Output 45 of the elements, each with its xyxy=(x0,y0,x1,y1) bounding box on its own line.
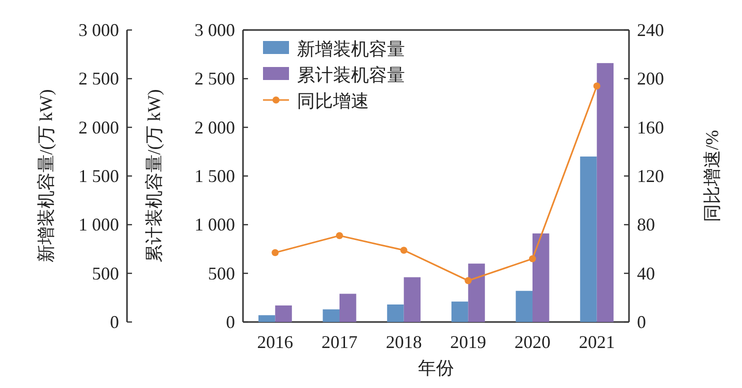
x-tick-label: 2018 xyxy=(386,332,422,352)
x-tick-label: 2021 xyxy=(578,332,615,352)
y3-tick-label: 3 000 xyxy=(78,20,119,40)
point xyxy=(464,277,472,284)
legend-label: 累计装机容量 xyxy=(297,65,405,85)
point xyxy=(272,249,279,256)
y-tick-label: 0 xyxy=(226,312,235,332)
y3-tick-label: 500 xyxy=(92,263,119,284)
y2-tick-label: 240 xyxy=(637,20,664,40)
bar xyxy=(340,294,356,322)
y-tick-label: 2 000 xyxy=(194,117,235,138)
y2-axis-title: 同比增速/% xyxy=(702,130,722,222)
point xyxy=(336,232,343,240)
legend-label: 新增装机容量 xyxy=(297,39,405,59)
bar xyxy=(275,305,292,322)
y-tick-label: 3 000 xyxy=(194,20,235,40)
point xyxy=(529,255,536,262)
y2-tick-label: 160 xyxy=(637,117,664,138)
bar xyxy=(532,233,550,322)
y2-tick-label: 40 xyxy=(637,263,655,284)
y3-tick-label: 1 000 xyxy=(78,214,119,235)
y-axis-title: 累计装机容量/(万 kW) xyxy=(144,89,164,263)
y-tick-label: 1 000 xyxy=(194,214,235,235)
bar xyxy=(404,277,421,322)
y3-tick-label: 0 xyxy=(110,312,119,332)
y2-tick-label: 0 xyxy=(637,312,646,332)
legend-label: 同比增速 xyxy=(297,91,369,111)
y-tick-label: 1 500 xyxy=(194,166,235,186)
y3-tick-label: 2 000 xyxy=(78,117,119,138)
point xyxy=(593,82,600,90)
y2-tick-label: 80 xyxy=(637,214,655,235)
point xyxy=(400,246,408,254)
bar xyxy=(468,264,485,322)
y2-tick-label: 200 xyxy=(637,68,664,89)
y3-axis-title: 新增装机容量/(万 kW) xyxy=(36,89,56,263)
y-tick-label: 500 xyxy=(208,263,235,284)
y-tick-label: 2 500 xyxy=(194,68,235,89)
y2-tick-label: 120 xyxy=(637,166,664,186)
x-tick-label: 2019 xyxy=(450,332,486,352)
x-tick-label: 2017 xyxy=(322,332,358,352)
x-tick-label: 2016 xyxy=(257,332,294,352)
x-axis-title: 年份 xyxy=(418,358,454,378)
y3-tick-label: 2 500 xyxy=(78,68,119,89)
y3-tick-label: 1 500 xyxy=(78,166,119,186)
x-tick-label: 2020 xyxy=(514,332,550,352)
